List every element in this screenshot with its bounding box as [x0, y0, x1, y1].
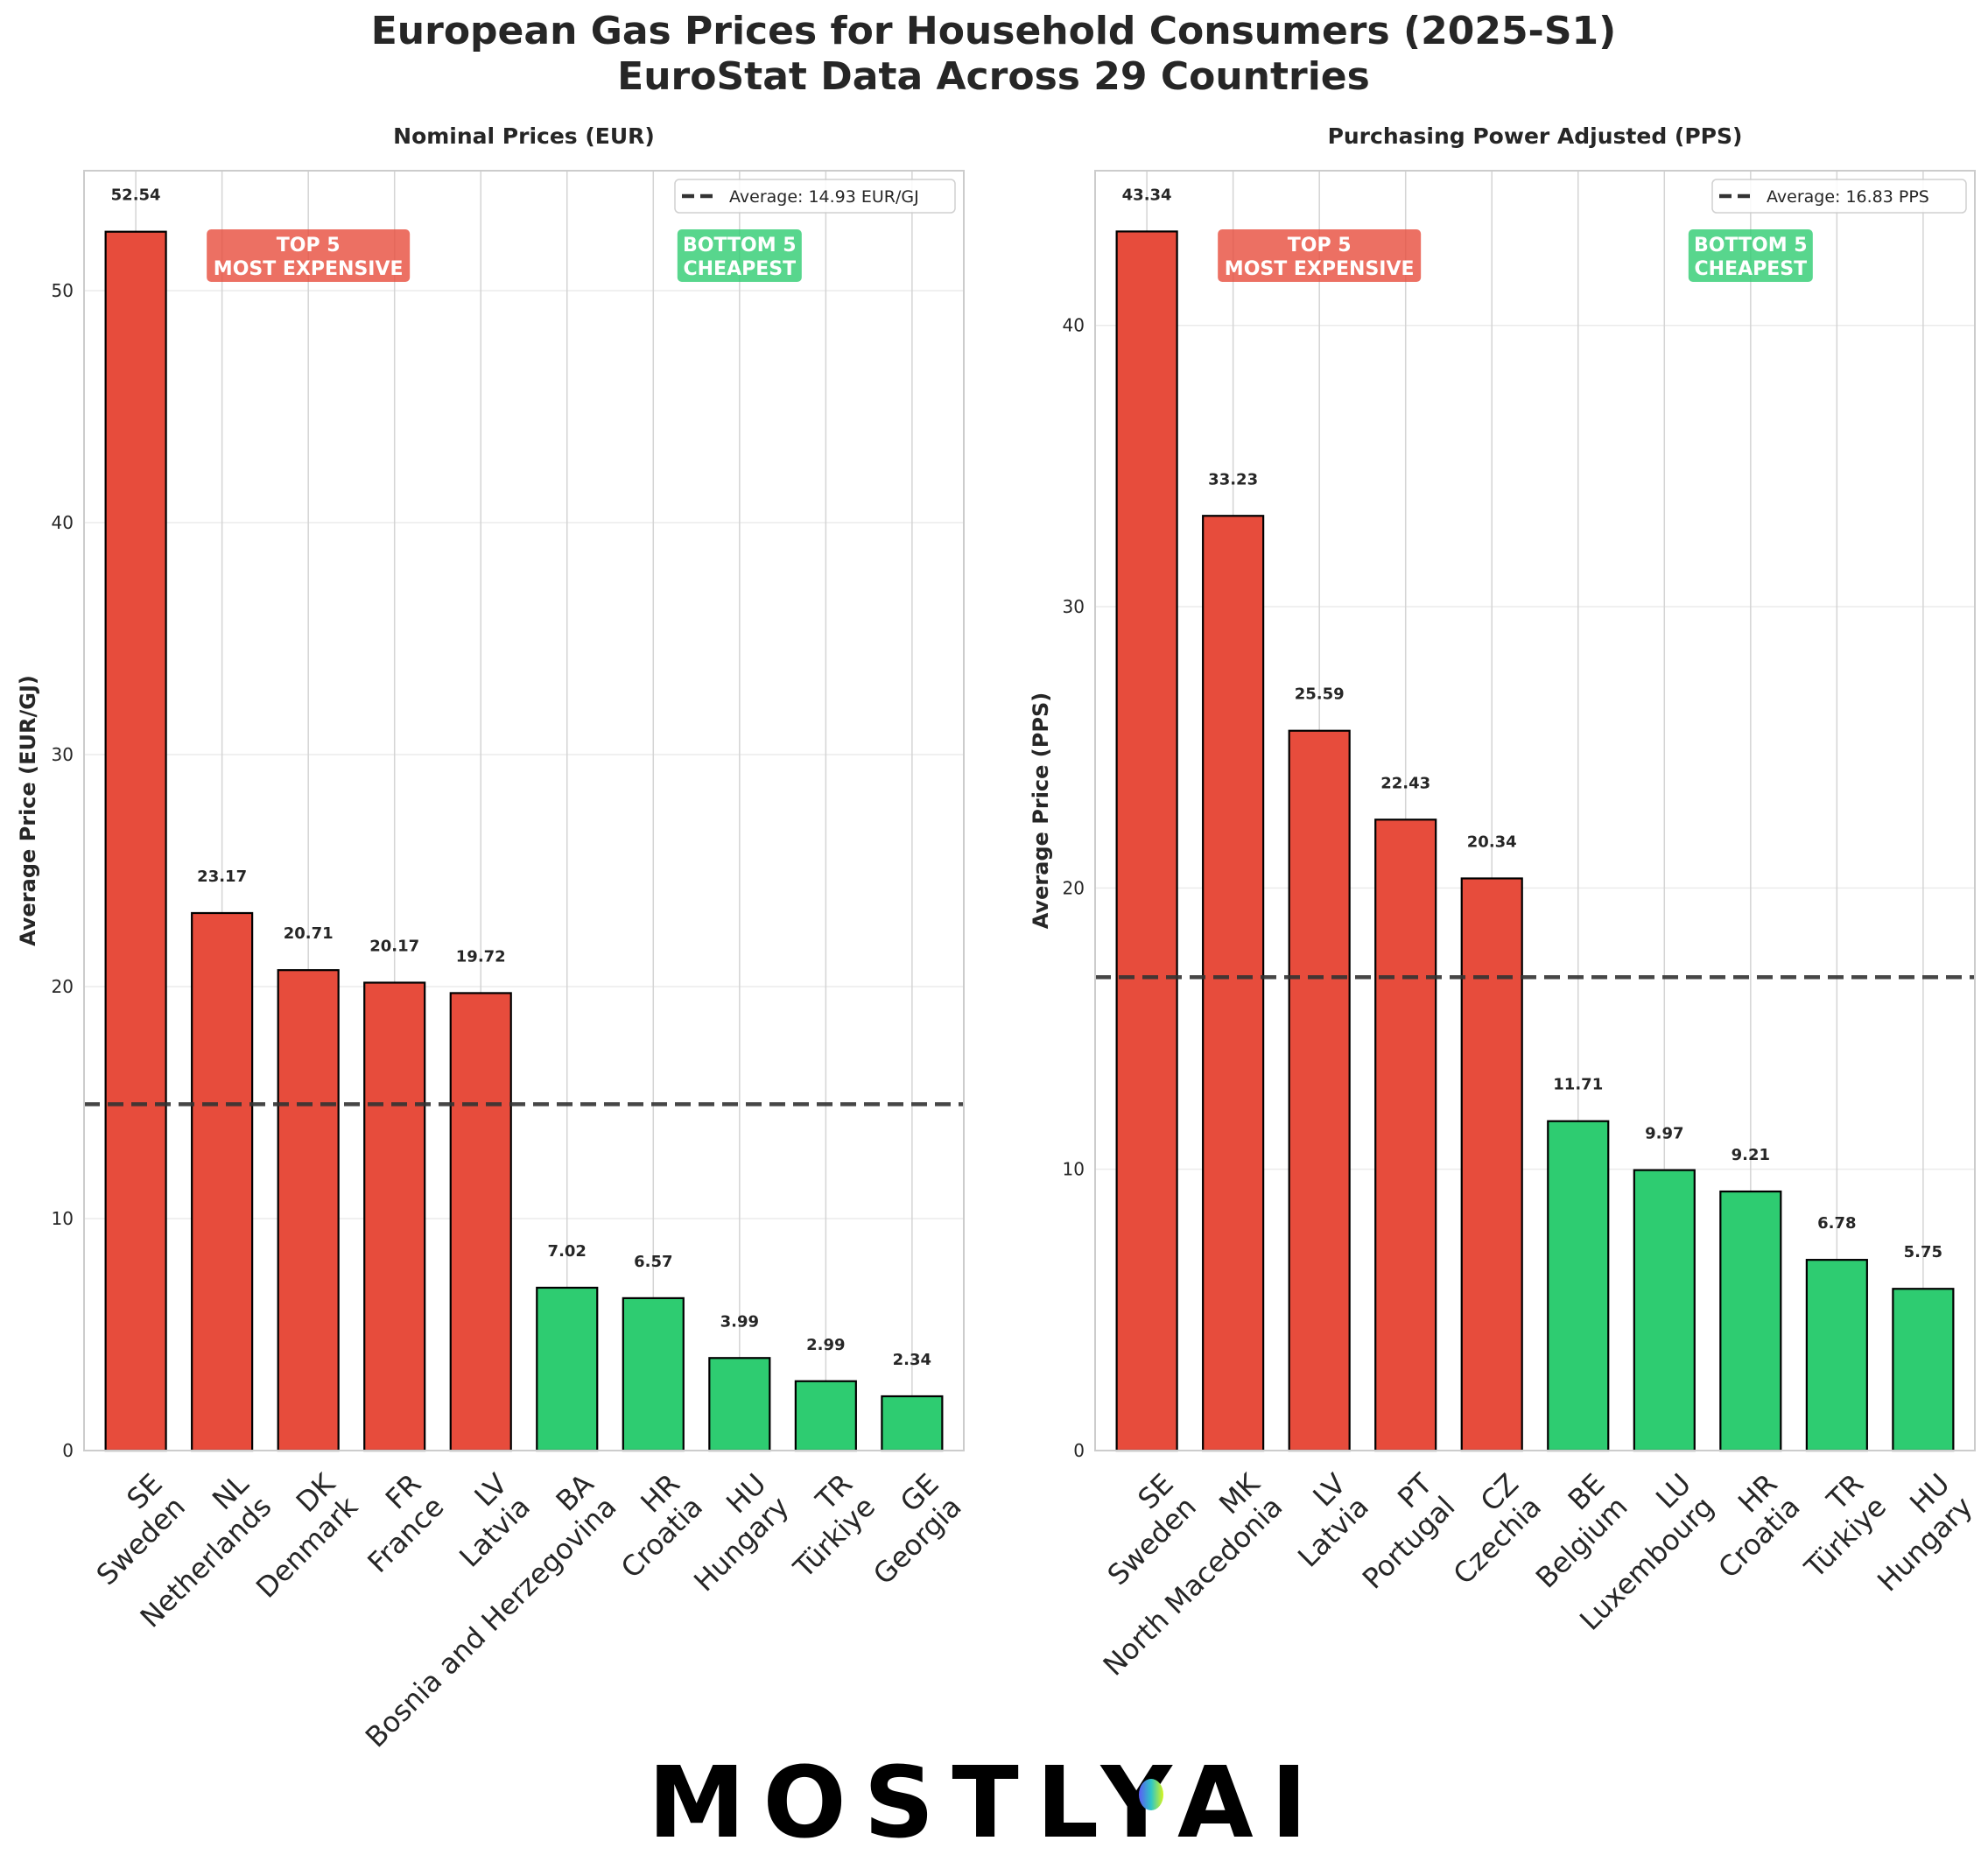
bar-hr [622, 1296, 685, 1452]
badge-line2: MOST EXPENSIVE [214, 258, 404, 280]
axes-frame [1094, 170, 1976, 1451]
badge-line1: BOTTOM 5 [683, 235, 797, 256]
bottom5-badge [1688, 229, 1813, 282]
value-label: 43.34 [1122, 186, 1172, 204]
legend-label: Average: 16.83 PPS [1767, 187, 1929, 207]
bar-lv [1288, 729, 1351, 1452]
badge-line1: BOTTOM 5 [1694, 235, 1808, 256]
y-tick-label: 20 [1063, 877, 1085, 898]
legend-box [674, 179, 956, 214]
value-label: 9.97 [1645, 1125, 1683, 1143]
value-label: 25.59 [1295, 685, 1345, 704]
bar-hr [1719, 1190, 1782, 1452]
figure-title-line1: European Gas Prices for Household Consum… [371, 9, 1617, 53]
legend-label: Average: 14.93 EUR/GJ [729, 187, 919, 207]
y-tick-label: 30 [1063, 596, 1085, 617]
logo-text-mostly: MOSTLY [648, 1746, 1190, 1855]
y-axis-label: Average Price (EUR/GJ) [16, 675, 40, 946]
bottom5-badge [677, 229, 802, 282]
bar-pt [1374, 819, 1437, 1452]
value-label: 20.71 [284, 924, 334, 943]
badge-line2: MOST EXPENSIVE [1225, 258, 1415, 280]
top5-badge [207, 229, 411, 282]
badge-line2: CHEAPEST [684, 258, 797, 280]
value-label: 2.99 [806, 1336, 845, 1354]
bar-dk [277, 969, 340, 1452]
y-tick-label: 40 [1063, 315, 1085, 336]
bar-cz [1460, 877, 1523, 1452]
value-label: 5.75 [1904, 1243, 1942, 1261]
chart-title: Purchasing Power Adjusted (PPS) [1328, 123, 1743, 149]
y-tick-label: 10 [52, 1208, 74, 1229]
value-label: 6.78 [1817, 1214, 1856, 1233]
logo-text-ai: AI [1177, 1746, 1324, 1855]
y-tick-label: 0 [1073, 1440, 1085, 1461]
bar-nl [191, 911, 254, 1452]
y-axis-label: Average Price (PPS) [1029, 692, 1053, 929]
top5-badge [1218, 229, 1422, 282]
value-label: 3.99 [720, 1312, 759, 1331]
bar-se [1115, 230, 1178, 1452]
legend-box [1711, 179, 1967, 214]
value-label: 20.34 [1467, 833, 1517, 851]
bar-lu [1633, 1169, 1696, 1452]
value-label: 2.34 [893, 1351, 931, 1369]
bar-hu [708, 1357, 771, 1452]
bar-tr [1805, 1259, 1868, 1452]
value-label: 6.57 [634, 1253, 672, 1271]
chart-title: Nominal Prices (EUR) [393, 123, 655, 149]
bar-ge [881, 1395, 944, 1452]
value-label: 52.54 [111, 186, 161, 205]
badge-line1: TOP 5 [277, 235, 341, 256]
bar-tr [794, 1380, 857, 1452]
y-tick-label: 10 [1063, 1159, 1085, 1180]
y-tick-label: 50 [52, 280, 74, 301]
badge-line2: CHEAPEST [1695, 258, 1808, 280]
value-label: 7.02 [548, 1242, 587, 1261]
pps-chart: 0 10 20 30 40 43.34 33.23 25.59 22.43 20.34 11.71 9… [1029, 123, 1979, 1683]
logo-dot-icon [1139, 1779, 1163, 1810]
value-label: 33.23 [1208, 470, 1258, 488]
y-tick-label: 30 [52, 744, 74, 765]
bar-ba [536, 1286, 599, 1452]
axes-frame [83, 170, 965, 1451]
y-tick-label: 0 [62, 1440, 74, 1461]
value-label: 22.43 [1380, 774, 1430, 792]
bar-fr [363, 981, 426, 1452]
bar-mk [1202, 515, 1265, 1452]
mostly-ai-logo: MOSTLY AI [648, 1746, 1324, 1855]
y-tick-label: 20 [52, 976, 74, 997]
bar-hu [1892, 1288, 1955, 1452]
bar-be [1547, 1120, 1610, 1452]
value-label: 9.21 [1732, 1146, 1770, 1164]
value-label: 20.17 [369, 937, 419, 955]
figure-title-line2: EuroStat Data Across 29 Countries [617, 54, 1370, 99]
badge-line1: TOP 5 [1288, 235, 1352, 256]
nominal-prices-chart: 0 10 20 30 40 50 52.54 23.17 20.71 20.17 19.72 7.02… [16, 123, 968, 1754]
value-label: 23.17 [197, 868, 247, 886]
value-label: 11.71 [1553, 1076, 1603, 1094]
y-tick-label: 40 [52, 512, 74, 533]
value-label: 19.72 [456, 947, 506, 966]
bar-lv [449, 992, 512, 1452]
bar-se [104, 230, 167, 1452]
